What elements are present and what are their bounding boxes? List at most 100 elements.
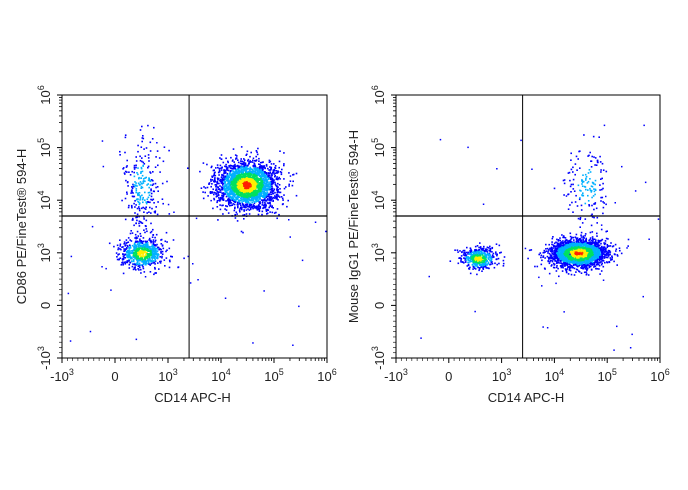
event-point bbox=[145, 176, 147, 179]
event-point bbox=[219, 196, 222, 199]
event-point bbox=[138, 243, 141, 245]
event-point bbox=[123, 250, 126, 252]
event-point bbox=[540, 256, 542, 259]
event-point bbox=[143, 259, 145, 262]
event-point bbox=[162, 202, 164, 205]
event-point bbox=[157, 246, 159, 249]
event-point bbox=[148, 186, 150, 189]
event-point bbox=[124, 170, 127, 173]
event-cloud bbox=[67, 124, 327, 346]
event-point bbox=[157, 201, 159, 203]
event-point bbox=[151, 207, 153, 210]
event-point bbox=[221, 178, 224, 181]
event-point bbox=[131, 189, 133, 191]
event-point bbox=[126, 165, 128, 167]
event-point bbox=[270, 167, 272, 170]
event-point bbox=[156, 257, 159, 260]
event-point bbox=[248, 179, 251, 181]
event-point bbox=[153, 254, 156, 257]
event-point bbox=[226, 193, 228, 196]
event-point bbox=[153, 256, 156, 258]
event-point bbox=[146, 240, 148, 243]
event-point bbox=[124, 218, 127, 221]
event-point bbox=[251, 199, 253, 202]
event-point bbox=[132, 254, 135, 257]
event-point bbox=[264, 192, 267, 195]
event-point bbox=[280, 173, 283, 176]
event-point bbox=[134, 185, 136, 188]
event-point bbox=[227, 160, 229, 163]
event-point bbox=[229, 197, 232, 199]
event-point bbox=[141, 247, 144, 250]
event-point bbox=[269, 174, 271, 177]
event-point bbox=[248, 169, 251, 172]
event-point bbox=[234, 171, 237, 173]
event-point bbox=[261, 169, 264, 172]
event-point bbox=[231, 177, 234, 180]
event-point bbox=[237, 182, 239, 184]
event-point bbox=[89, 330, 92, 333]
event-point bbox=[578, 265, 580, 267]
event-point bbox=[252, 207, 254, 210]
event-point bbox=[171, 255, 173, 258]
event-point bbox=[147, 196, 150, 199]
event-point bbox=[249, 168, 251, 171]
event-point bbox=[223, 170, 225, 172]
event-point bbox=[268, 188, 270, 191]
event-point bbox=[195, 217, 198, 220]
event-point bbox=[573, 241, 576, 244]
event-point bbox=[544, 251, 546, 253]
event-point bbox=[231, 175, 234, 178]
event-point bbox=[203, 186, 205, 188]
event-point bbox=[252, 188, 255, 191]
event-point bbox=[242, 200, 245, 202]
event-point bbox=[242, 188, 245, 191]
event-point bbox=[147, 191, 150, 194]
event-point bbox=[213, 198, 216, 201]
event-point bbox=[225, 157, 227, 160]
event-point bbox=[128, 171, 130, 173]
event-point bbox=[238, 209, 241, 212]
event-point bbox=[247, 183, 249, 186]
event-point bbox=[236, 203, 239, 206]
event-point bbox=[600, 263, 603, 266]
event-point bbox=[259, 193, 261, 195]
event-point bbox=[148, 260, 150, 263]
event-point bbox=[138, 248, 141, 251]
event-point bbox=[269, 160, 272, 163]
event-point bbox=[550, 257, 553, 260]
event-point bbox=[244, 195, 246, 197]
event-point bbox=[155, 156, 157, 158]
event-point bbox=[257, 200, 259, 202]
event-point bbox=[263, 204, 265, 207]
event-point bbox=[269, 171, 271, 173]
event-point bbox=[239, 194, 241, 196]
event-point bbox=[161, 256, 163, 259]
event-point bbox=[598, 248, 600, 250]
event-point bbox=[145, 246, 148, 249]
event-point bbox=[146, 253, 149, 255]
event-point bbox=[264, 203, 267, 205]
event-point bbox=[124, 253, 126, 256]
event-point bbox=[576, 263, 579, 266]
event-point bbox=[250, 151, 252, 154]
event-point bbox=[231, 174, 233, 176]
event-point bbox=[236, 198, 239, 201]
event-point bbox=[528, 249, 531, 252]
event-point bbox=[187, 255, 189, 258]
event-point bbox=[167, 203, 170, 206]
event-point bbox=[242, 175, 245, 178]
event-point bbox=[218, 191, 221, 193]
event-point bbox=[605, 254, 608, 256]
event-point bbox=[236, 180, 238, 182]
event-point bbox=[238, 190, 240, 192]
event-point bbox=[253, 184, 256, 187]
event-point bbox=[291, 184, 294, 187]
event-point bbox=[136, 240, 139, 243]
y-tick-label: 104 bbox=[36, 190, 53, 209]
event-point bbox=[240, 165, 243, 168]
sparse-events bbox=[67, 140, 327, 346]
event-point bbox=[216, 206, 219, 208]
y-tick-label: -103 bbox=[36, 346, 53, 370]
event-point bbox=[153, 244, 156, 246]
